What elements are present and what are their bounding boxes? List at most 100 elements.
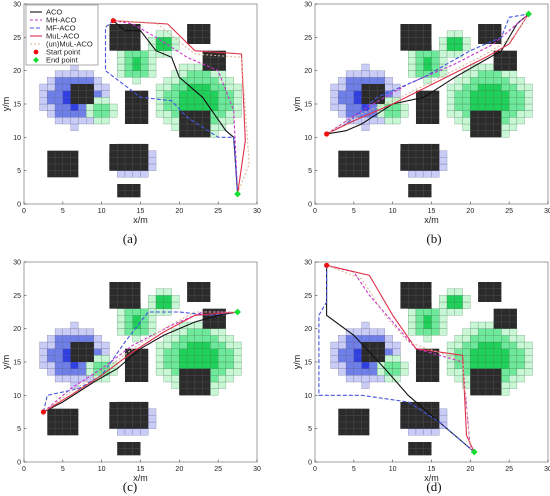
threat-cell-green <box>384 117 393 125</box>
threat-cell-green <box>194 348 203 356</box>
threat-cell-blue <box>330 355 339 363</box>
threat-cell-blue <box>338 103 347 111</box>
threat-cell-blue <box>54 97 63 105</box>
threat-cell-green <box>225 361 234 369</box>
threat-cell-blue <box>62 83 71 91</box>
threat-cell-green <box>493 328 502 336</box>
threat-cell-green <box>501 348 510 356</box>
threat-cell-green <box>493 335 502 343</box>
threat-cell-green <box>179 348 188 356</box>
threat-cell-green <box>163 361 172 369</box>
threat-cell-green <box>509 368 518 376</box>
x-tick-label: 30 <box>253 466 261 473</box>
threat-cell-green <box>171 90 180 98</box>
threat-cell-green <box>186 77 195 85</box>
threat-cell-green <box>493 355 502 363</box>
obstacle <box>415 348 440 382</box>
threat-cell-green <box>485 321 494 329</box>
x-axis-label: x/m <box>424 215 439 225</box>
x-tick-label: 5 <box>61 208 65 215</box>
threat-cell-blue <box>54 90 63 98</box>
legend-label: (un)MuL-ACO <box>46 40 93 49</box>
threat-cell-green <box>392 103 401 111</box>
threat-cell-blue <box>39 348 48 356</box>
threat-cell-blue <box>338 97 347 105</box>
threat-cell-green <box>233 368 242 376</box>
threat-cell-green <box>408 315 417 323</box>
threat-cell-green <box>109 103 118 111</box>
series-line <box>43 311 238 413</box>
threat-cell-blue <box>124 170 133 178</box>
threat-cell-green <box>423 50 432 58</box>
y-axis-label: y/m <box>292 97 302 112</box>
threat-cell-green <box>524 90 533 98</box>
threat-cell-green <box>171 97 180 105</box>
series-line <box>104 20 239 195</box>
obstacle-block <box>361 342 385 362</box>
threat-cell-green <box>485 63 494 71</box>
threat-cell-green <box>218 77 227 85</box>
obstacle <box>400 24 432 51</box>
threat-cell-blue <box>54 70 63 78</box>
threat-cell-green <box>501 335 510 343</box>
threat-cell-blue <box>62 110 71 118</box>
threat-cell-green <box>132 328 141 336</box>
threat-cell-blue <box>330 341 339 349</box>
threat-cell-green <box>485 70 494 78</box>
threat-cell-blue <box>423 170 432 178</box>
threat-cell-blue <box>62 103 71 111</box>
threat-cell-green <box>140 315 149 323</box>
threat-cell-green <box>179 355 188 363</box>
threat-cell-blue <box>54 335 63 343</box>
x-tick-label: 30 <box>253 208 261 215</box>
threat-cell-green <box>186 355 195 363</box>
threat-cell-green <box>155 110 164 118</box>
threat-cell-green <box>140 50 149 58</box>
threat-cell-green <box>470 83 479 91</box>
threat-cell-green <box>186 335 195 343</box>
threat-cell-green <box>454 37 463 45</box>
threat-cell-green <box>194 328 203 336</box>
threat-cell-green <box>516 335 525 343</box>
threat-cell-green <box>155 348 164 356</box>
threat-cell-green <box>384 110 393 118</box>
threat-cell-blue <box>384 83 393 91</box>
threat-cell-green <box>446 341 455 349</box>
threat-cell-green <box>179 361 188 369</box>
threat-cell-green <box>431 57 440 65</box>
threat-cell-green <box>485 355 494 363</box>
threat-cell-green <box>218 341 227 349</box>
threat-cell-green <box>477 355 486 363</box>
threat-cell-green <box>462 110 471 118</box>
threat-cell-blue <box>369 375 378 383</box>
y-tick-label: 10 <box>304 393 312 400</box>
threat-cell-blue <box>54 77 63 85</box>
threat-cell-blue <box>124 428 133 436</box>
threat-cell-green <box>477 335 486 343</box>
threat-cell-green <box>431 50 440 58</box>
y-tick-label: 0 <box>308 460 312 467</box>
threat-cell-blue <box>54 361 63 369</box>
threat-cell-blue <box>47 103 56 111</box>
end-point-marker <box>234 308 241 316</box>
y-tick-label: 30 <box>304 260 312 267</box>
x-tick-label: 30 <box>544 466 550 473</box>
threat-cell-green <box>210 368 219 376</box>
threat-cell-green <box>454 30 463 38</box>
threat-cell-green <box>516 368 525 376</box>
threat-cell-green <box>140 57 149 65</box>
obstacle-block <box>124 348 149 382</box>
threat-cell-green <box>218 381 227 389</box>
threat-cell-green <box>509 375 518 383</box>
threat-cell-green <box>225 375 234 383</box>
threat-cell-green <box>501 341 510 349</box>
obstacle-block <box>187 24 211 44</box>
threat-cell-green <box>140 321 149 329</box>
threat-cell-green <box>202 335 211 343</box>
threat-cell-green <box>210 361 219 369</box>
threat-cell-green <box>485 328 494 336</box>
chart-panel: 0 5 10 15 20 25 30 0 5 10 15 20 25 30 x/m y/m (b) <box>292 2 550 247</box>
threat-cell-green <box>415 70 424 78</box>
threat-cell-green <box>477 83 486 91</box>
threat-cell-blue <box>39 341 48 349</box>
